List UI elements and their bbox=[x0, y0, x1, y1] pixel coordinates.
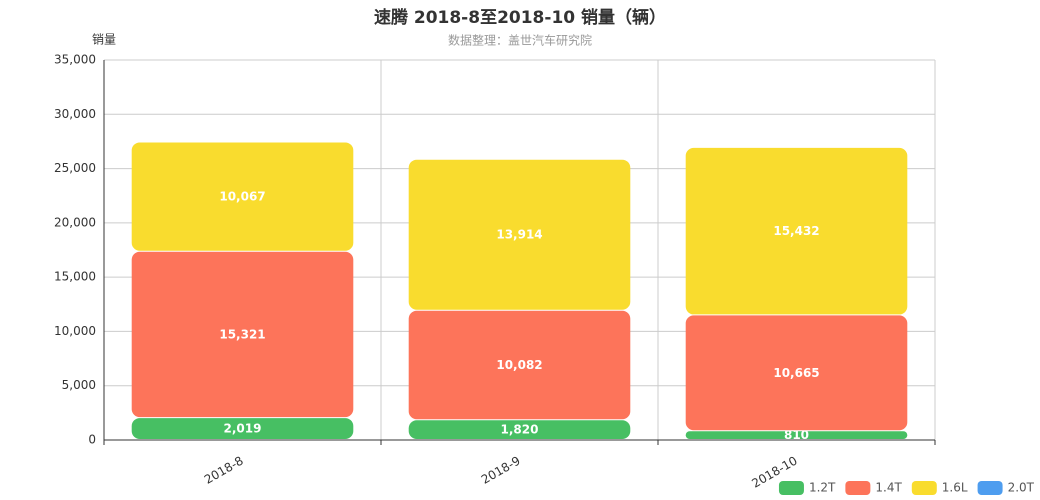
x-tick-label: 2018-8 bbox=[202, 454, 246, 487]
bar-segment bbox=[685, 431, 908, 439]
y-tick-label: 15,000 bbox=[54, 270, 96, 284]
data-label: 2,019 bbox=[224, 422, 262, 436]
y-tick-label: 20,000 bbox=[54, 215, 96, 229]
data-label: 10,067 bbox=[219, 190, 265, 204]
x-tick-label: 2018-9 bbox=[479, 454, 523, 487]
legend-swatch bbox=[911, 481, 937, 495]
y-tick-label: 0 bbox=[88, 433, 96, 447]
bar-segment bbox=[131, 418, 354, 439]
legend-swatch bbox=[778, 481, 804, 495]
y-tick-label: 5,000 bbox=[62, 378, 96, 392]
bar-segment bbox=[408, 420, 631, 439]
data-label: 10,665 bbox=[773, 366, 819, 380]
data-label: 15,432 bbox=[773, 224, 819, 238]
y-tick-label: 10,000 bbox=[54, 324, 96, 338]
data-label: 10,082 bbox=[496, 358, 542, 372]
bar-segment bbox=[408, 310, 631, 420]
legend-label: 1.4T bbox=[875, 481, 902, 495]
data-label: 810 bbox=[784, 428, 809, 442]
legend-label: 1.2T bbox=[809, 481, 836, 495]
data-label: 1,820 bbox=[501, 423, 539, 437]
y-tick-label: 25,000 bbox=[54, 161, 96, 175]
bar-segment bbox=[685, 147, 908, 315]
chart-title: 速腾 2018-8至2018-10 销量（辆） bbox=[374, 7, 666, 28]
data-label: 13,914 bbox=[496, 228, 542, 242]
data-label: 15,321 bbox=[219, 327, 265, 341]
legend-swatch bbox=[845, 481, 871, 495]
bar-segment bbox=[685, 315, 908, 431]
y-tick-label: 30,000 bbox=[54, 107, 96, 121]
y-axis-label: 销量 bbox=[92, 33, 116, 47]
chart-subtitle: 数据整理：盖世汽车研究院 bbox=[448, 33, 592, 48]
legend-label: 2.0T bbox=[1008, 481, 1035, 495]
legend-swatch bbox=[977, 481, 1003, 495]
bar-segment bbox=[131, 251, 354, 418]
bar-segment bbox=[131, 142, 354, 251]
legend-label: 1.6L bbox=[942, 481, 968, 495]
bar-segment bbox=[408, 159, 631, 310]
y-tick-label: 35,000 bbox=[54, 53, 96, 67]
